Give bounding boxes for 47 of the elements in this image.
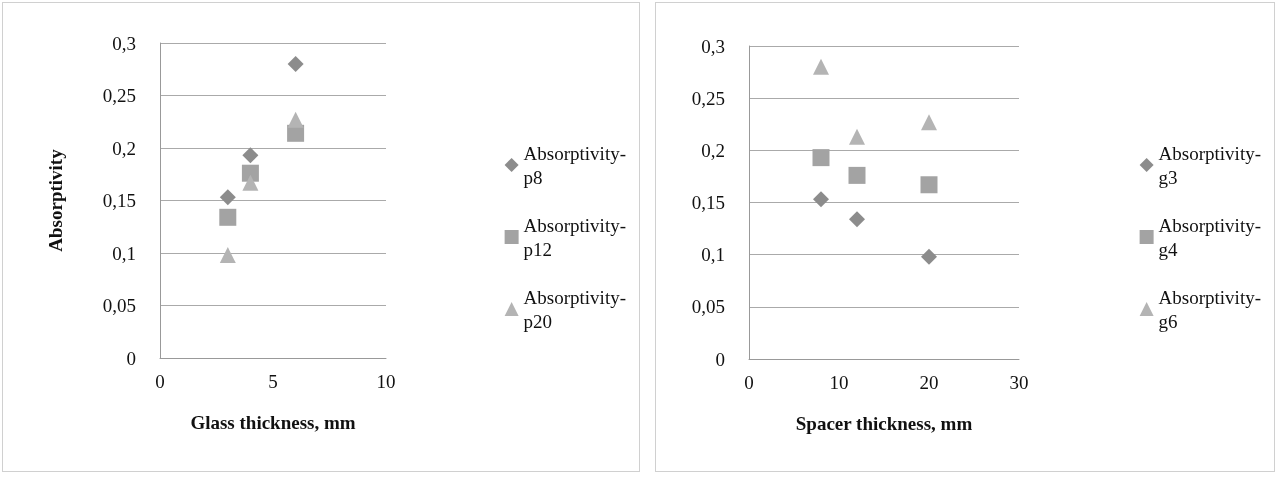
y-tick-label: 0,2 [112,137,136,159]
y-axis-title: Absorptivity [45,148,66,252]
point [813,191,829,208]
x-tick-label: 20 [919,372,939,393]
x-axis-title: Glass thickness, mm [190,412,356,433]
legend-label: Absorptivity-g6 [1158,286,1262,332]
point [920,176,938,194]
point [287,111,304,128]
y-tick-label: 0,2 [701,139,725,161]
point [242,174,259,191]
x-tick-label: 10 [829,372,849,393]
y-tick-label: 0 [715,348,725,370]
point [921,114,937,131]
point [219,247,236,264]
y-tick-label: 0,05 [691,296,725,318]
y-tick-label: 0,15 [102,190,136,211]
y-tick-label: 0 [126,347,136,369]
point [848,166,866,184]
point [219,189,236,206]
point [812,149,830,167]
x-axis-title: Spacer thickness, mm [795,413,973,434]
x-tick-label: 5 [268,371,278,392]
y-tick-label: 0,1 [701,244,725,266]
point [242,147,259,164]
point [849,211,865,228]
x-tick-label: 30 [1009,372,1029,393]
point [241,164,259,182]
point [813,58,829,75]
y-tick-label: 0,15 [691,192,725,213]
y-tick-label: 0,25 [691,87,725,109]
x-tick-label: 0 [744,372,754,393]
point [921,248,937,265]
legend-label: Absorptivity-g3 [1158,142,1262,188]
legend-label: Absorptivity-p20 [523,286,627,332]
point [287,56,304,72]
y-tick-label: 0,25 [102,85,136,106]
y-tick-label: 0,1 [112,242,136,264]
y-tick-label: 0,05 [102,295,136,316]
point [219,208,237,226]
x-tick-label: 0 [155,371,165,392]
legend-label: Absorptivity-p12 [523,214,627,260]
y-tick-label: 0,3 [701,35,725,57]
x-tick-label: 10 [376,371,396,392]
legend-label: Absorptivity-p8 [523,142,627,188]
point [849,128,865,145]
legend-label: Absorptivity-g4 [1158,214,1262,260]
y-tick-label: 0,3 [112,32,136,54]
